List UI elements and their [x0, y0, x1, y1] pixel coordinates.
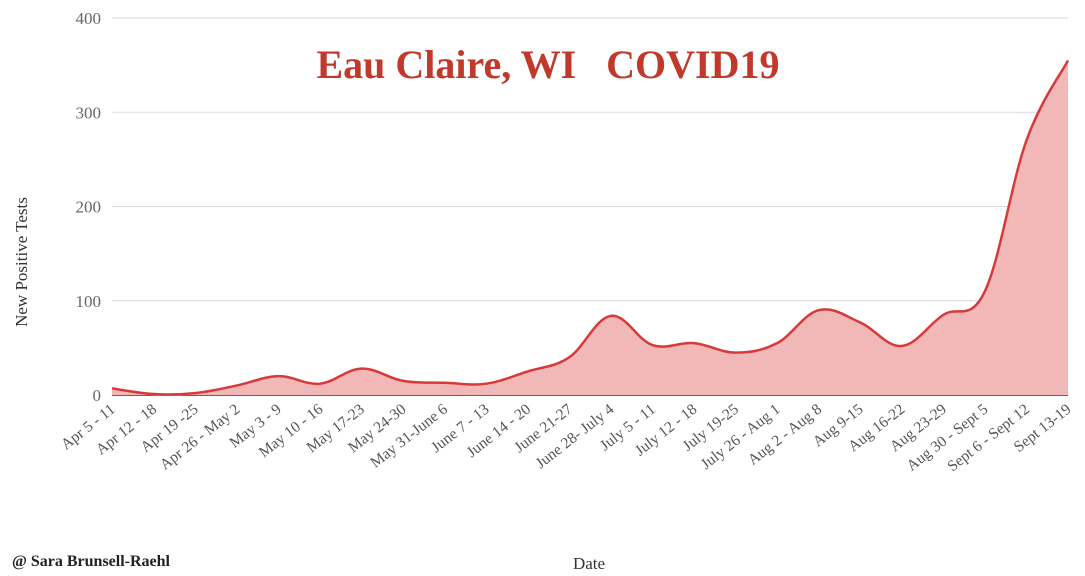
y-tick-label: 0 [93, 386, 102, 405]
chart-title: Eau Claire, WI COVID19 [316, 42, 779, 87]
author-credit: @ Sara Brunsell-Raehl [12, 553, 170, 570]
y-tick-label: 300 [76, 103, 102, 122]
y-axis-ticks: 0 100 200 300 400 [76, 9, 102, 405]
x-axis-label: Date [573, 554, 605, 573]
y-tick-label: 400 [76, 9, 102, 28]
series-area [111, 59, 1070, 396]
y-axis-label: New Positive Tests [12, 197, 31, 327]
area-fill [112, 60, 1068, 395]
y-tick-label: 200 [76, 198, 102, 217]
y-tick-label: 100 [76, 292, 102, 311]
